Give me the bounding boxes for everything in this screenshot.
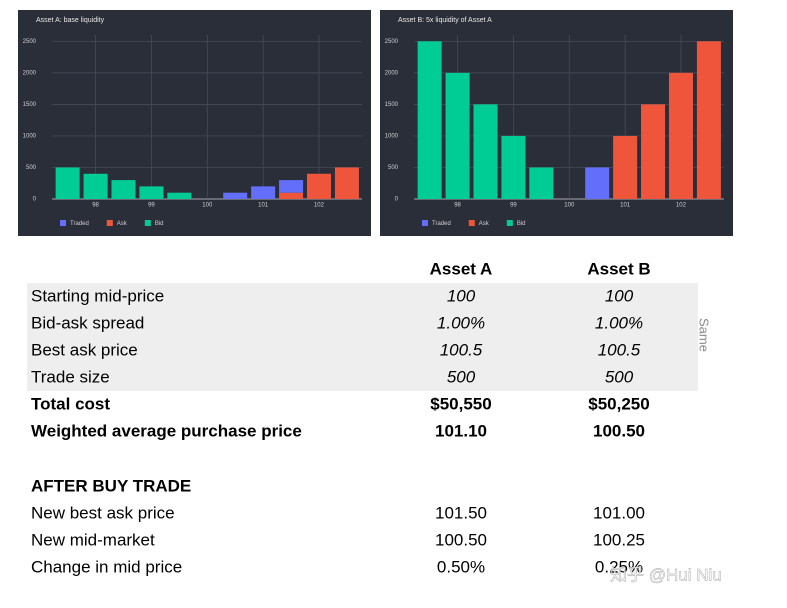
y-tick-label: 500 <box>26 165 37 171</box>
row-label: Bid-ask spread <box>31 313 144 332</box>
column-header: Asset A <box>430 259 493 278</box>
bar <box>279 192 304 199</box>
cell: 101.00 <box>593 503 645 522</box>
x-tick-label: 100 <box>202 203 213 209</box>
column-header: Asset B <box>587 259 650 278</box>
bar <box>111 180 136 199</box>
legend-label: Bid <box>517 221 526 227</box>
row-label: Weighted average purchase price <box>31 421 302 440</box>
cell: 100 <box>447 286 476 305</box>
row-label: Change in mid price <box>31 557 182 576</box>
bar <box>223 192 248 199</box>
cell: 100 <box>605 286 634 305</box>
y-tick-label: 1500 <box>385 102 399 108</box>
cell: 500 <box>447 367 476 386</box>
bar <box>83 173 108 199</box>
cell: 101.50 <box>435 503 487 522</box>
bar <box>306 173 331 199</box>
x-tick-label: 99 <box>510 203 517 209</box>
bar <box>279 180 304 193</box>
x-tick-label: 98 <box>92 203 99 209</box>
row-label: Trade size <box>31 367 110 386</box>
bar <box>696 41 721 199</box>
assumptions-background <box>27 283 698 391</box>
cell: 101.10 <box>435 421 487 440</box>
x-tick-label: 99 <box>148 203 155 209</box>
bar <box>501 135 526 199</box>
x-tick-label: 102 <box>314 203 325 209</box>
legend-label: Traded <box>432 221 451 227</box>
row-label: Best ask price <box>31 340 138 359</box>
cell: 100.5 <box>598 340 641 359</box>
x-tick-label: 101 <box>620 203 631 209</box>
bar <box>529 167 554 199</box>
bar <box>251 186 276 199</box>
cell: 1.00% <box>437 313 485 332</box>
cell: $50,250 <box>588 394 649 413</box>
y-tick-label: 500 <box>388 165 399 171</box>
legend-swatch <box>506 220 513 226</box>
legend-swatch <box>144 220 151 226</box>
legend-swatch <box>422 220 428 226</box>
cell: 500 <box>605 367 634 386</box>
bar <box>668 72 693 199</box>
cell: 0.50% <box>437 557 485 576</box>
row-label: New best ask price <box>31 503 175 522</box>
legend-label: Ask <box>479 221 490 227</box>
x-tick-label: 101 <box>258 203 269 209</box>
x-tick-label: 102 <box>676 203 687 209</box>
row-label: New mid-market <box>31 530 155 549</box>
legend-swatch <box>468 220 475 226</box>
row-label: Starting mid-price <box>31 286 164 305</box>
legend-swatch <box>60 220 66 226</box>
legend-swatch <box>106 220 113 226</box>
bar <box>641 104 666 199</box>
y-tick-label: 2500 <box>23 39 37 45</box>
bar <box>417 41 442 199</box>
chart-title: Asset B: 5x liquidity of Asset A <box>398 17 492 24</box>
x-tick-label: 100 <box>564 203 575 209</box>
bar <box>139 186 164 199</box>
y-tick-label: 2000 <box>385 70 399 76</box>
y-tick-label: 2500 <box>385 39 399 45</box>
y-tick-label: 0 <box>395 197 399 203</box>
y-tick-label: 1000 <box>385 134 399 140</box>
bar <box>613 135 638 199</box>
y-tick-label: 1500 <box>23 102 37 108</box>
legend-label: Traded <box>70 221 89 227</box>
cell: 100.5 <box>440 340 483 359</box>
cell: 1.00% <box>595 313 643 332</box>
bar <box>55 167 80 199</box>
legend-label: Bid <box>155 221 164 227</box>
y-tick-label: 0 <box>33 197 37 203</box>
cell: 100.50 <box>435 530 487 549</box>
row-label: Total cost <box>31 394 110 413</box>
bar <box>334 167 359 199</box>
legend-label: Ask <box>117 221 128 227</box>
bar <box>445 72 470 199</box>
y-tick-label: 2000 <box>23 70 37 76</box>
watermark: 知乎 @Hui Niu <box>610 565 722 584</box>
x-tick-label: 98 <box>454 203 461 209</box>
bar <box>167 192 192 199</box>
y-tick-label: 1000 <box>23 134 37 140</box>
cell: 0.25% <box>595 557 643 576</box>
section-title: AFTER BUY TRADE <box>31 476 191 495</box>
cell: $50,550 <box>430 394 491 413</box>
side-note: Same <box>697 318 712 352</box>
cell: 100.25 <box>593 530 645 549</box>
bar <box>585 167 610 199</box>
bar <box>473 104 498 199</box>
chart-title: Asset A: base liquidity <box>36 17 105 24</box>
cell: 100.50 <box>593 421 645 440</box>
